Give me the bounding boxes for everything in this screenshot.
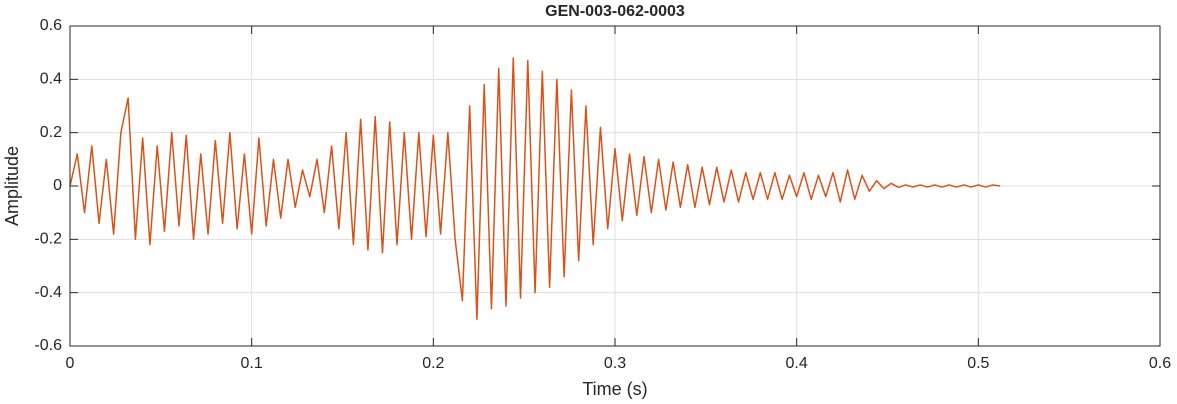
- x-tick-label: 0.5: [967, 355, 989, 372]
- y-tick-label: -0.4: [34, 284, 62, 301]
- y-tick-label: 0: [53, 177, 62, 194]
- plot-frame: [69, 25, 1161, 347]
- x-tick-label: 0.2: [422, 355, 444, 372]
- x-tick-label: 0.3: [604, 355, 626, 372]
- x-axis-label: Time (s): [582, 379, 647, 399]
- x-tick-label: 0: [66, 355, 75, 372]
- y-tick-label: 0.2: [40, 124, 62, 141]
- y-tick-label: 0.6: [40, 17, 62, 34]
- x-tick-label: 0.4: [786, 355, 808, 372]
- x-tick-label: 0.1: [241, 355, 263, 372]
- y-tick-label: -0.6: [34, 337, 62, 354]
- y-tick-label: 0.4: [40, 71, 62, 88]
- waveform-line: [69, 57, 1001, 321]
- x-tick-label: 0.6: [1149, 355, 1171, 372]
- y-tick-label: -0.2: [34, 231, 62, 248]
- y-axis-label: Amplitude: [2, 146, 22, 226]
- chart-title: GEN-003-062-0003: [545, 3, 685, 20]
